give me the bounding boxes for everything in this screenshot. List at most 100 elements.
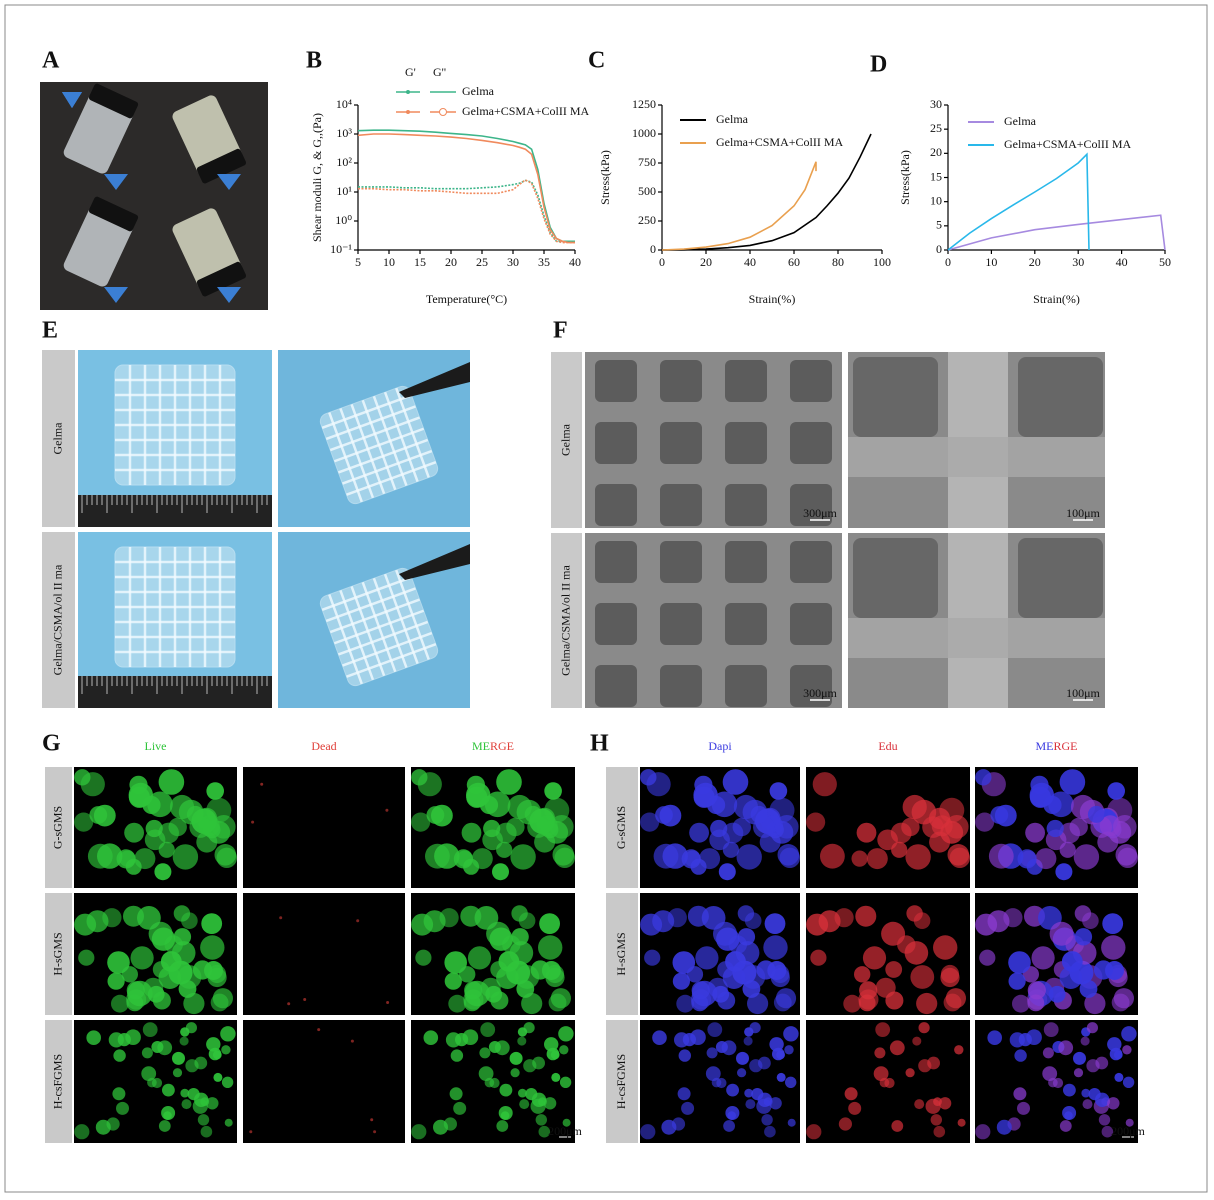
- vial-cap: [196, 148, 247, 184]
- scaffold-fiber: [383, 391, 419, 482]
- cell-cluster: [681, 849, 701, 869]
- row-label: Gelma/CSMA/ol II ma: [50, 564, 64, 675]
- sem-pore: [725, 603, 767, 645]
- cell-cluster: [979, 949, 996, 966]
- cell-cluster: [1121, 1026, 1137, 1042]
- cell-cluster: [471, 848, 493, 870]
- cell-cluster: [141, 1066, 157, 1081]
- sem-pore: [660, 360, 702, 402]
- cell-cluster: [1046, 819, 1064, 838]
- x-tick-label: 20: [445, 255, 457, 269]
- binder-clip: [104, 174, 128, 190]
- cell-cluster: [711, 791, 738, 818]
- cell-cluster: [426, 806, 445, 824]
- cell-cluster: [287, 1002, 291, 1006]
- cell-cluster: [249, 1130, 253, 1134]
- cell-cluster: [723, 1120, 735, 1132]
- cell-cluster: [885, 961, 903, 978]
- cell-cluster: [157, 1040, 173, 1056]
- binder-clip: [104, 287, 128, 303]
- cell-cluster: [415, 949, 432, 966]
- cell-cluster: [726, 1083, 739, 1097]
- cell-cluster: [707, 1022, 723, 1037]
- cell-cluster: [130, 946, 154, 970]
- cell-cluster: [769, 1097, 782, 1110]
- cell-cluster: [141, 1047, 153, 1059]
- cell-cluster: [954, 1045, 964, 1055]
- micrograph: [243, 893, 405, 1015]
- scale-bar-label: 200μm: [1111, 1124, 1145, 1138]
- cell-cluster: [689, 822, 709, 843]
- cell-cluster: [812, 772, 837, 797]
- sem-pore: [790, 484, 832, 526]
- cell-cluster: [450, 1049, 464, 1062]
- cell-cluster: [108, 1032, 124, 1048]
- cell-cluster: [988, 843, 1014, 869]
- row-label-strip: [45, 893, 72, 1015]
- cell-cluster: [1107, 1037, 1122, 1052]
- sem-pore: [595, 665, 637, 707]
- scaffold: [114, 364, 236, 486]
- cell-cluster: [107, 972, 125, 990]
- cell-cluster: [423, 1030, 439, 1045]
- row-label-strip: [45, 767, 72, 888]
- cell-cluster: [370, 1118, 374, 1122]
- scaffold-fiber: [383, 573, 419, 664]
- cell-cluster: [1049, 921, 1074, 946]
- cell-cluster: [640, 769, 657, 786]
- cell-cluster: [1042, 1066, 1058, 1081]
- cell-cluster: [757, 1092, 772, 1108]
- cell-cluster: [479, 1047, 491, 1059]
- cell-cluster: [538, 1125, 551, 1138]
- cell-cluster: [975, 1124, 991, 1140]
- cell-cluster: [820, 843, 845, 869]
- y-tick-label: 10: [930, 193, 942, 207]
- row-label: H-csFGMS: [614, 1054, 628, 1109]
- micrograph: [243, 1020, 405, 1143]
- cell-cluster: [912, 1036, 922, 1046]
- cell-cluster: [126, 994, 144, 1012]
- sem-pore: [595, 360, 637, 402]
- row-label: H-sGMS: [614, 932, 628, 975]
- cell-cluster: [874, 1047, 886, 1059]
- row-label: Gelma/CSMA/ol II ma: [558, 565, 572, 676]
- sem-pore: [725, 484, 767, 526]
- legend-header: G'': [433, 65, 446, 79]
- cell-cluster: [185, 1022, 197, 1034]
- cell-cluster: [1025, 822, 1045, 843]
- cell-cluster: [1027, 981, 1046, 1000]
- legend-marker: [406, 110, 410, 114]
- x-tick-label: 15: [414, 255, 426, 269]
- cell-cluster: [160, 951, 182, 972]
- cell-cluster: [510, 1068, 520, 1078]
- cell-cluster: [737, 1068, 747, 1078]
- cell-cluster: [172, 1051, 185, 1065]
- cell-cluster: [957, 1118, 966, 1127]
- cell-cluster: [510, 844, 536, 870]
- cell-cluster: [884, 1077, 895, 1089]
- y-axis-title: Shear moduli G, & G,,(Pa): [310, 113, 324, 242]
- storage-line: [357, 129, 575, 243]
- cell-cluster: [716, 1077, 727, 1089]
- cell-cluster: [996, 1119, 1012, 1135]
- sem-pore: [595, 541, 637, 583]
- cell-cluster: [1125, 1118, 1134, 1127]
- cell-cluster: [74, 812, 94, 832]
- cell-cluster: [652, 1030, 667, 1045]
- cell-cluster: [411, 1124, 427, 1140]
- ruler: [78, 676, 272, 708]
- cell-cluster: [411, 769, 428, 786]
- row-label-strip: [45, 1020, 72, 1143]
- panel-letter: D: [870, 52, 887, 78]
- x-tick-label: 20: [700, 255, 712, 269]
- cell-cluster: [208, 1047, 222, 1061]
- cell-cluster: [486, 921, 511, 946]
- cell-cluster: [317, 1028, 321, 1032]
- vial-cap: [196, 261, 247, 297]
- cell-cluster: [158, 966, 182, 989]
- vial-body: [63, 93, 133, 174]
- column-header: Edu: [878, 739, 897, 753]
- cell-cluster: [1081, 1088, 1091, 1098]
- cell-cluster: [933, 1125, 946, 1138]
- panel-letter: B: [306, 48, 322, 74]
